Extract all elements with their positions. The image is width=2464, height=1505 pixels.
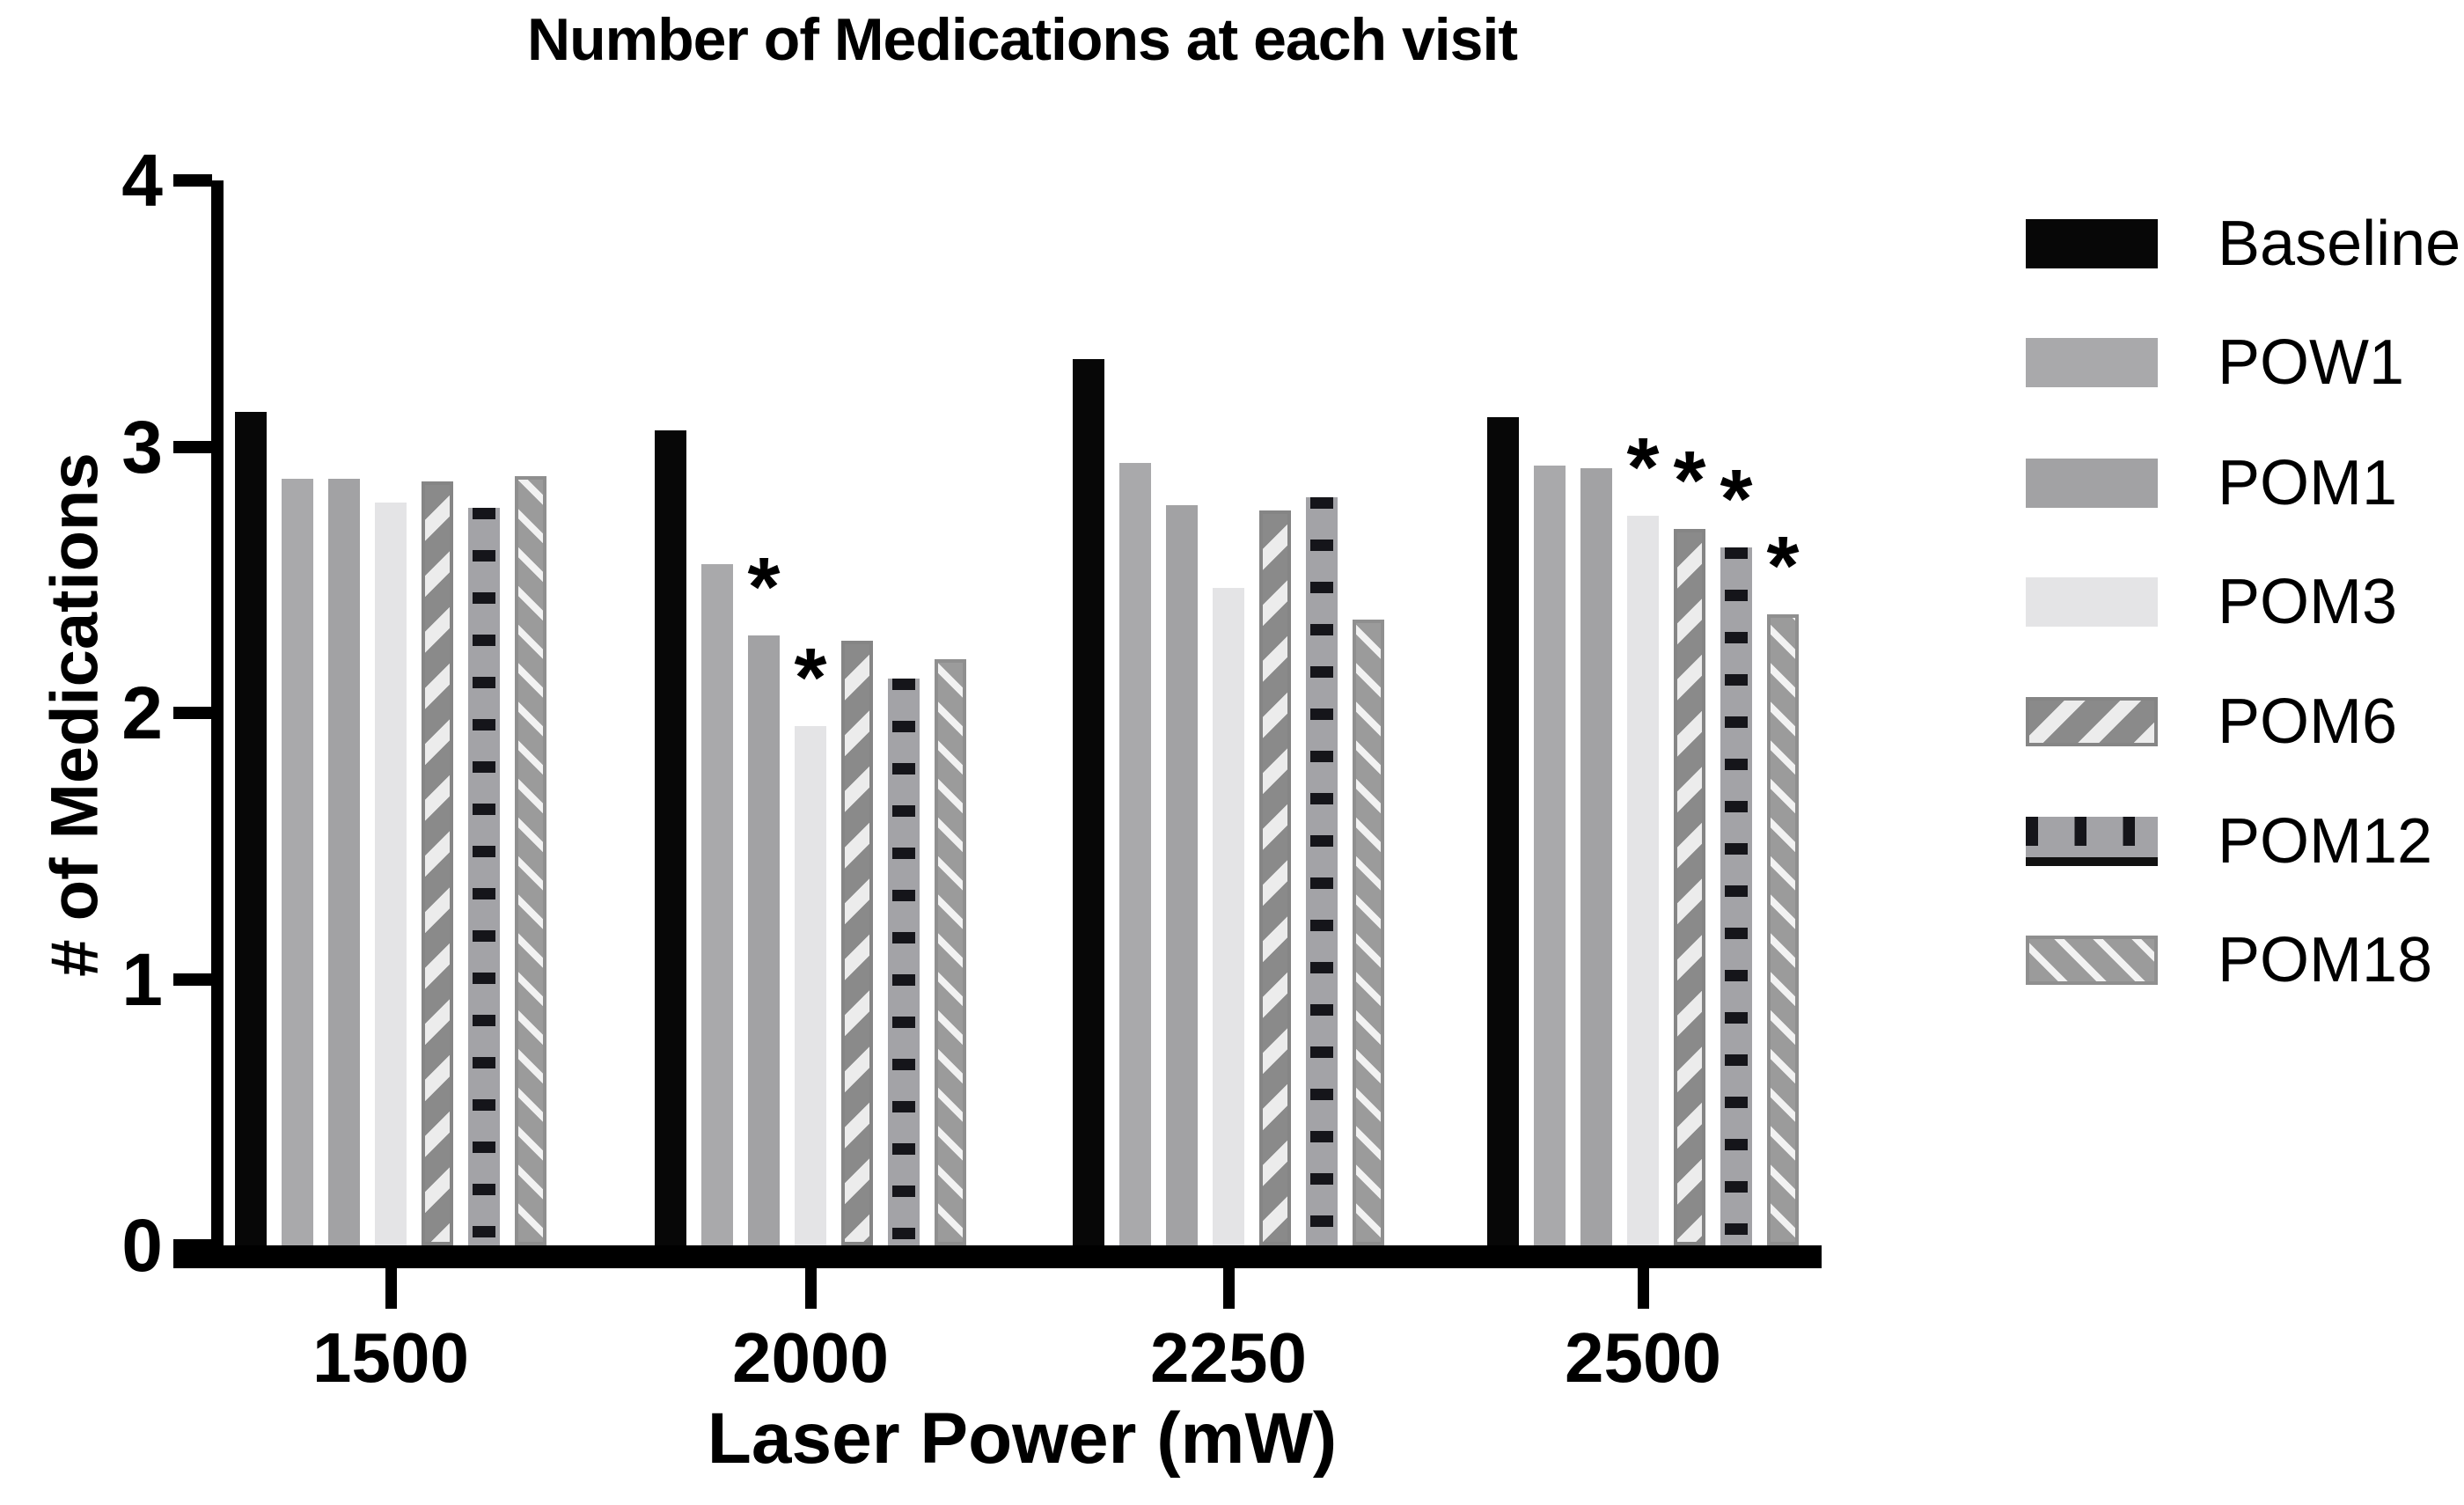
legend-swatch-POM3: [2026, 577, 2158, 627]
bar-POM6-2000: [841, 641, 873, 1245]
y-axis-line: [211, 180, 224, 1268]
legend-swatch-POM18: [2026, 936, 2158, 985]
bar-POM1-2250: [1166, 505, 1198, 1245]
bar-Baseline-2000: [655, 430, 686, 1245]
bar-POW1-2500: [1534, 466, 1566, 1245]
bar-POW1-1500: [282, 479, 313, 1245]
y-tick: [173, 440, 212, 453]
bar-POM6-2250: [1259, 510, 1291, 1245]
bar-POM6-1500: [422, 481, 453, 1245]
significance-asterisk: *: [1673, 434, 1706, 527]
y-tick-label: 1: [121, 937, 163, 1021]
legend-swatch-Baseline: [2026, 219, 2158, 268]
significance-asterisk: *: [1766, 519, 1800, 613]
legend-swatch-POM1: [2026, 459, 2158, 508]
legend-label-POM1: POM1: [2218, 448, 2398, 518]
x-tick: [385, 1268, 397, 1309]
significance-asterisk: *: [747, 540, 781, 634]
bar-POW1-2000: [701, 564, 733, 1245]
bar-POW1-2250: [1119, 463, 1151, 1245]
legend-label-POW1: POW1: [2218, 327, 2405, 398]
legend-swatch-POW1: [2026, 338, 2158, 387]
x-tick-label: 2500: [1565, 1318, 1721, 1397]
bar-POM18-2250: [1353, 620, 1384, 1245]
bar-POM12-2000: [888, 679, 920, 1245]
y-tick: [173, 973, 212, 986]
bar-POM18-2500: [1767, 614, 1799, 1245]
significance-asterisk: *: [794, 631, 827, 724]
bar-POM12-1500: [468, 508, 500, 1245]
bar-POM12-2250: [1306, 497, 1338, 1245]
x-tick-label: 2250: [1150, 1318, 1307, 1397]
y-tick-label: 0: [121, 1204, 163, 1287]
significance-asterisk: *: [1626, 421, 1660, 514]
y-tick-label: 2: [121, 672, 163, 754]
x-tick: [805, 1268, 817, 1309]
bar-POM18-2000: [935, 659, 966, 1245]
x-tick: [1638, 1268, 1649, 1309]
legend-label-Baseline: Baseline: [2218, 209, 2461, 279]
x-tick-label: 2000: [732, 1318, 889, 1397]
y-tick: [173, 707, 212, 719]
y-tick-label: 4: [121, 139, 163, 222]
legend-swatch-POM6: [2026, 697, 2158, 746]
bar-POM3-1500: [375, 503, 407, 1245]
bar-Baseline-1500: [235, 412, 267, 1245]
legend-swatch-POM12: [2026, 817, 2158, 866]
y-tick: [173, 1239, 212, 1252]
bar-POM3-2250: [1213, 588, 1244, 1245]
legend-label-POM12: POM12: [2218, 806, 2433, 877]
y-tick: [173, 174, 212, 187]
bar-Baseline-2500: [1487, 417, 1519, 1245]
bar-POM6-2500: [1674, 529, 1705, 1245]
significance-asterisk: *: [1720, 452, 1753, 546]
x-tick-label: 1500: [312, 1318, 469, 1397]
legend-label-POM6: POM6: [2218, 686, 2398, 757]
bar-POM1-2000: [748, 635, 780, 1245]
legend-label-POM3: POM3: [2218, 567, 2398, 637]
bar-Baseline-2250: [1073, 359, 1104, 1245]
legend-label-POM18: POM18: [2218, 925, 2433, 995]
bar-POM18-1500: [515, 476, 546, 1245]
chart-title: Number of Medications at each visit: [526, 6, 1518, 73]
bar-POM3-2500: [1627, 516, 1659, 1245]
bar-POM1-2500: [1580, 468, 1612, 1245]
x-axis-line: [173, 1245, 1822, 1268]
x-axis-title: Laser Power (mW): [707, 1399, 1338, 1479]
bar-POM1-1500: [328, 479, 360, 1245]
y-tick-label: 3: [121, 405, 163, 488]
x-tick: [1223, 1268, 1235, 1309]
bar-POM3-2000: [795, 726, 826, 1245]
bar-POM12-2500: [1720, 547, 1752, 1245]
